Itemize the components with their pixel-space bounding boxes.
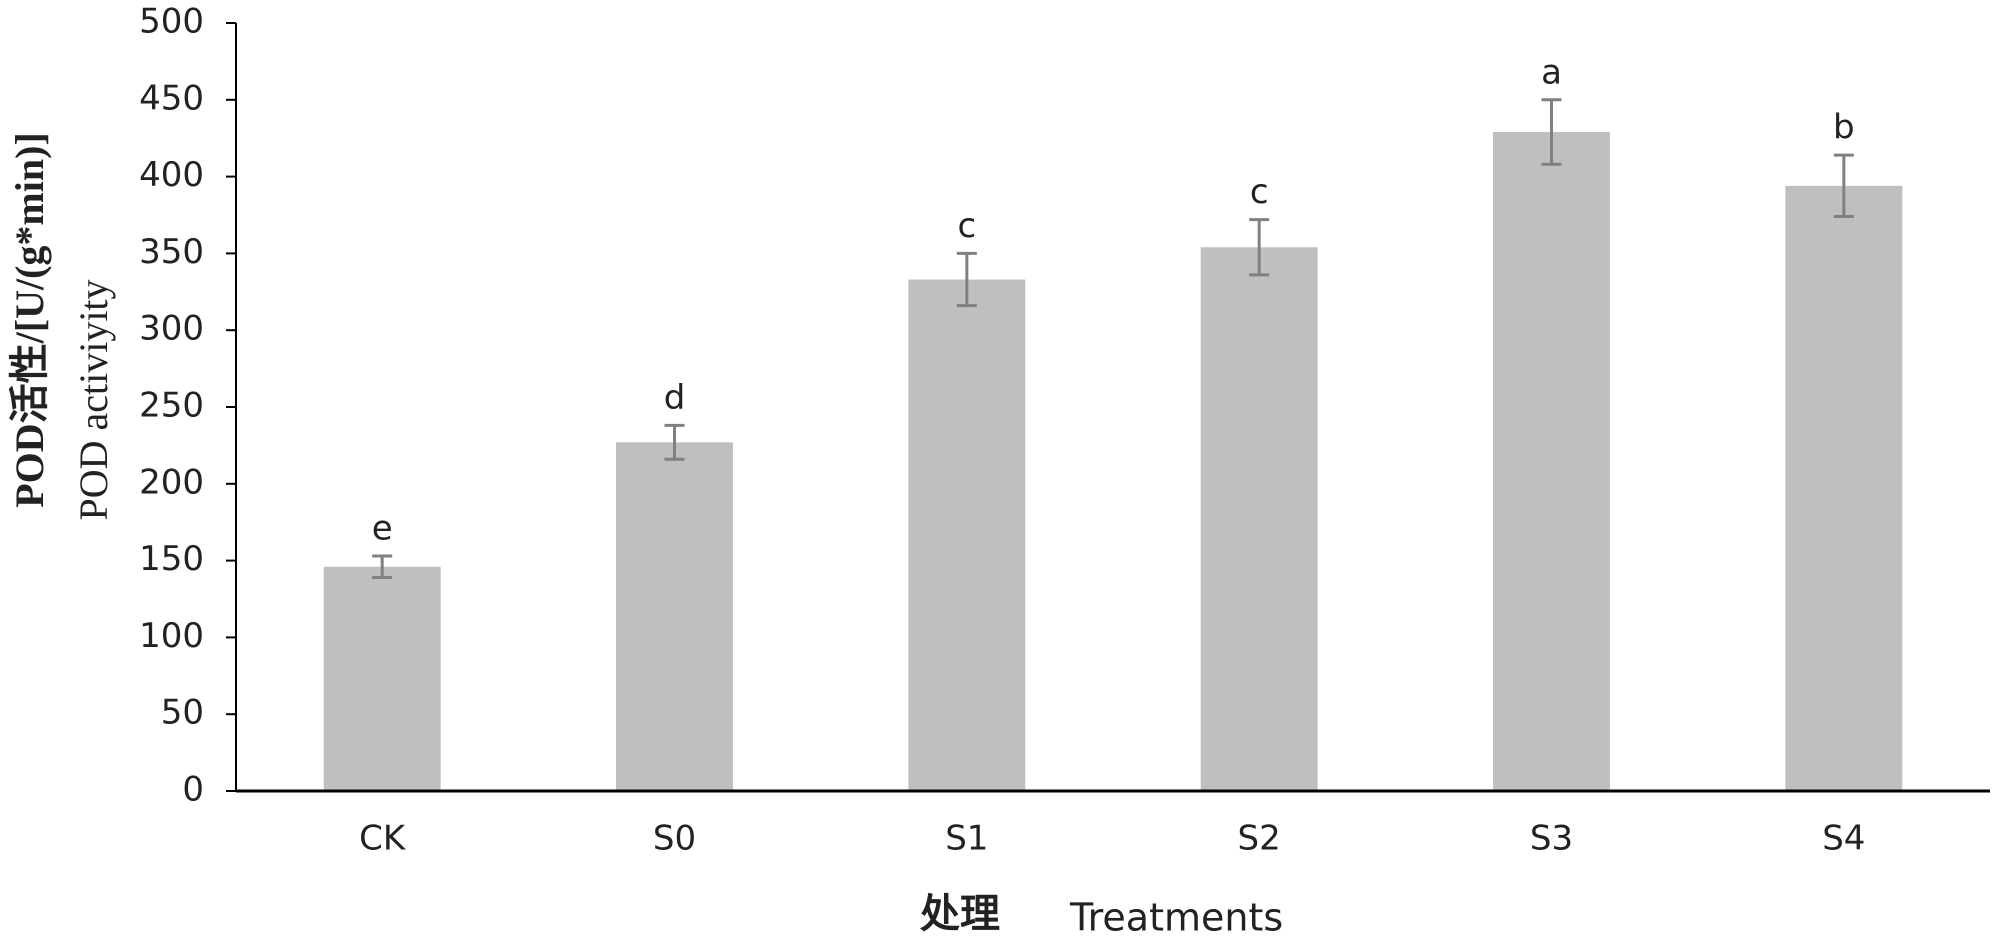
y-tick-label: 350 [139,232,204,272]
bar [616,442,733,791]
x-tick-label: S2 [1238,819,1281,859]
error-bar [956,251,977,308]
error-bar [1833,153,1854,219]
x-tick-label: S1 [945,819,988,859]
y-tick-label: 400 [139,155,204,195]
x-tick-label: S0 [653,819,696,859]
error-bar [664,423,685,461]
y-tick-label: 0 [182,770,204,810]
y-tick-label: 250 [139,386,204,426]
bar [1200,247,1318,792]
x-tick-label: CK [359,819,407,859]
y-axis-title: POD活性/[U/(g*min)] [7,132,52,508]
x-tick-label: S3 [1530,819,1573,859]
significance-label: a [1541,52,1562,92]
y-tick-label: 500 [139,2,204,42]
x-tick-label: S4 [1822,819,1865,859]
significance-label: d [664,378,686,418]
error-bar [1541,98,1562,166]
bar [323,566,441,791]
x-axis-title: 处理 [920,891,1000,936]
bar [1493,132,1610,791]
y-axis-title: POD activiyity [71,279,116,520]
significance-label: c [957,206,976,246]
y-tick-label: 50 [161,693,204,733]
significance-label: c [1250,172,1269,212]
error-bar [1249,218,1270,277]
y-tick-label: 300 [139,309,204,349]
y-tick-label: 150 [139,539,204,579]
error-bar [372,554,393,579]
y-tick-label: 450 [139,78,204,118]
significance-label: e [372,508,393,548]
y-tick-label: 200 [139,462,204,502]
bar [1785,185,1903,792]
y-tick-label: 100 [139,616,204,656]
x-axis-title: Treatments [1069,896,1283,940]
bar [908,279,1026,791]
significance-label: b [1833,108,1855,148]
